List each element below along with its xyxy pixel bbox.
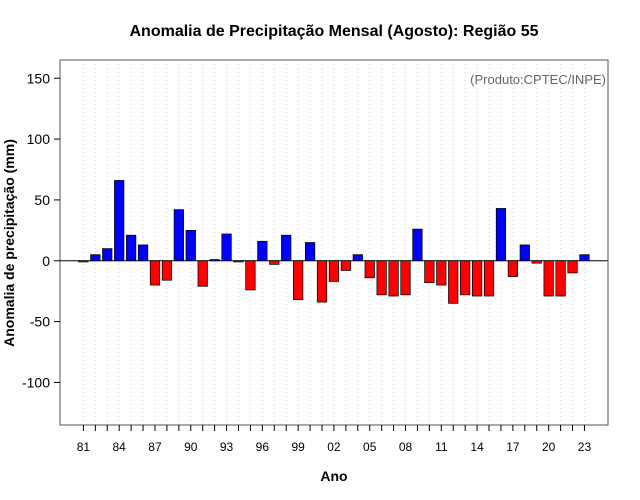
bar-2001	[316, 260, 328, 303]
bar-2011	[436, 260, 447, 286]
x-tick-label: 96	[256, 440, 270, 454]
y-axis: -100 -50 0 50 100 150	[22, 70, 60, 390]
bar-1981	[78, 260, 89, 263]
bar-1983	[102, 248, 113, 262]
bar-2020	[543, 260, 554, 297]
bar-1984	[114, 180, 125, 262]
bar-2014	[471, 260, 483, 297]
bar-2000	[304, 242, 316, 262]
bar-1992	[209, 259, 220, 262]
bar-1995	[245, 260, 256, 291]
x-tick-label: 05	[363, 440, 377, 454]
x-tick-label: 20	[542, 440, 556, 454]
grid-lines	[82, 60, 585, 425]
x-tick-label: 81	[77, 440, 91, 454]
y-tick-label: 150	[27, 70, 51, 86]
bar-1999	[293, 260, 304, 301]
bar-1989	[173, 209, 184, 262]
y-tick-label: 0	[42, 253, 50, 269]
credit-note: (Produto:CPTEC/INPE)	[470, 72, 606, 87]
x-axis: 81 84 87 90 93 96 99 02 05 08 11 14 17 20 23	[77, 425, 592, 454]
bar-1990	[185, 229, 196, 262]
y-tick-label: 50	[34, 192, 50, 208]
y-tick-label: 100	[27, 131, 51, 147]
bar-2017	[507, 260, 518, 277]
x-tick-label: 02	[327, 440, 341, 454]
bar-1986	[137, 244, 149, 262]
bar-1993	[221, 233, 232, 262]
bar-2022	[567, 260, 578, 274]
bar-1991	[197, 260, 208, 287]
chart-title: Anomalia de Precipitação Mensal (Agosto)…	[130, 23, 539, 40]
bar-1994	[233, 260, 244, 263]
y-axis-label: Anomalia de precipitação (mm)	[1, 139, 17, 347]
bar-2021	[555, 260, 566, 297]
x-tick-label: 14	[470, 440, 484, 454]
x-tick-label: 87	[148, 440, 162, 454]
x-tick-label: 11	[435, 440, 448, 454]
bar-1997	[269, 260, 280, 265]
bar-2018	[519, 244, 530, 262]
x-tick-label: 99	[291, 440, 305, 454]
bar-2006	[376, 260, 387, 296]
bars	[78, 180, 590, 304]
bar-2013	[460, 260, 471, 296]
bar-2003	[340, 260, 351, 271]
bar-2016	[495, 208, 507, 262]
x-tick-label: 08	[399, 440, 413, 454]
bar-1985	[126, 234, 137, 262]
bar-2015	[483, 260, 495, 297]
bar-1987	[149, 260, 161, 286]
x-tick-label: 93	[220, 440, 234, 454]
x-tick-label: 90	[184, 440, 198, 454]
y-tick-label: -100	[22, 374, 50, 390]
plot-frame	[59, 59, 609, 426]
bar-2010	[424, 260, 435, 283]
bar-2007	[388, 260, 399, 297]
bar-2012	[448, 260, 459, 304]
bar-2023	[579, 254, 590, 262]
x-tick-label: 17	[506, 440, 520, 454]
x-axis-label: Ano	[320, 468, 347, 484]
bar-1988	[161, 260, 173, 281]
x-tick-label: 84	[113, 440, 127, 454]
bar-2008	[400, 260, 411, 296]
bar-2004	[352, 254, 363, 262]
bar-2002	[328, 260, 340, 282]
bar-1998	[281, 234, 292, 262]
bar-1996	[257, 240, 268, 262]
bar-2009	[412, 228, 423, 262]
x-tick-label: 23	[578, 440, 592, 454]
bar-2019	[531, 260, 542, 264]
bar-1982	[90, 254, 101, 262]
y-tick-label: -50	[30, 314, 50, 330]
bar-2005	[364, 260, 375, 279]
